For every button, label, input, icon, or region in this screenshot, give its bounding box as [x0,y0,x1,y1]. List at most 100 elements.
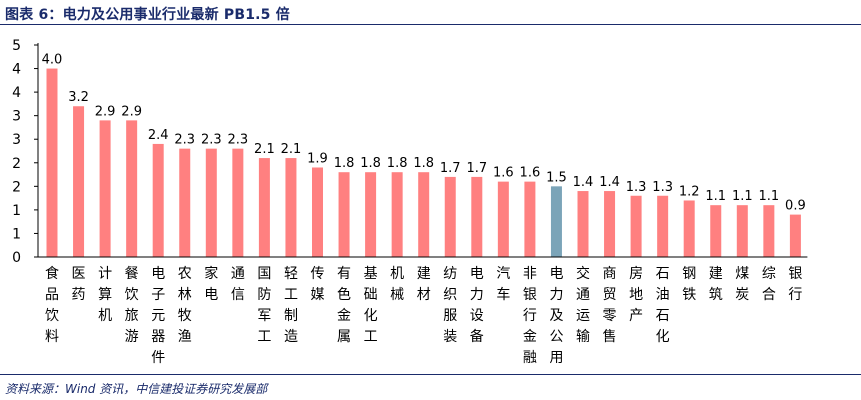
category-label-9: 轻工制造 [284,266,298,345]
data-label-27: 1.1 [759,189,780,204]
category-label-5: 农林牧渔 [178,266,192,345]
bar-5 [179,148,191,257]
bars [46,68,801,257]
data-label-16: 1.7 [466,161,487,176]
data-label-17: 1.6 [493,166,514,181]
y-tick-label: 2 [12,156,21,172]
data-label-4: 2.4 [148,128,169,143]
bar-26 [736,205,748,257]
data-label-11: 1.8 [334,156,355,171]
y-tick-label: 2 [12,179,21,195]
category-label-12: 基础化工 [364,265,378,345]
data-label-23: 1.3 [652,180,673,195]
x-axis: 食品饮料医药计算机餐饮旅游电子元器件农林牧渔家电通信国防军工轻工制造传媒有色金属… [38,256,808,366]
category-label-17: 汽车 [496,266,510,303]
bar-27 [763,205,775,257]
data-label-6: 2.3 [201,133,222,148]
data-label-24: 1.2 [679,184,700,199]
data-label-22: 1.3 [626,180,647,195]
data-label-15: 1.7 [440,161,461,176]
category-label-6: 家电 [204,265,218,303]
chart-title: 图表 6：电力及公用事业行业最新 PB1.5 倍 [5,7,290,23]
category-label-11: 有色金属 [337,266,351,345]
bar-4 [152,143,164,257]
bar-22 [630,195,642,257]
bar-1 [73,106,85,257]
category-label-14: 建材 [417,266,431,303]
bar-23 [657,195,669,257]
y-tick-label: 4 [12,62,21,78]
data-label-19: 1.5 [546,170,567,185]
bar-24 [683,200,695,257]
category-label-15: 纺织服装 [443,266,457,345]
bar-18 [524,181,536,257]
category-label-16: 电力设备 [470,266,484,345]
bar-16 [471,176,483,257]
category-label-2: 计算机 [98,266,112,324]
category-label-18: 非银行金融 [523,266,537,366]
data-label-9: 2.1 [281,142,302,157]
data-label-3: 2.9 [121,104,142,119]
footer-divider [0,374,861,375]
data-label-0: 4.0 [42,53,63,68]
category-label-23: 石油石化 [656,266,670,345]
data-label-21: 1.4 [599,175,620,190]
category-label-24: 钢铁 [682,266,696,303]
bar-21 [604,191,616,257]
data-label-14: 1.8 [413,156,434,171]
category-label-3: 餐饮旅游 [125,266,139,345]
bar-28 [789,214,801,257]
data-label-2: 2.9 [95,104,116,119]
category-label-19: 电力及公用 [549,266,563,366]
category-label-20: 交通运输 [576,265,590,345]
bar-20 [577,191,589,257]
data-label-18: 1.6 [520,166,541,181]
bar-12 [365,172,377,257]
bar-11 [338,172,350,257]
data-label-8: 2.1 [254,142,275,157]
y-tick-label: 3 [12,132,21,148]
category-label-26: 煤炭 [735,266,749,303]
data-label-25: 1.1 [705,189,726,204]
category-label-8: 国防军工 [257,266,271,345]
title-divider [0,24,861,25]
category-label-7: 通信 [231,266,245,303]
data-label-28: 0.9 [785,199,806,214]
bar-6 [205,148,217,257]
data-label-12: 1.8 [360,156,381,171]
bar-2 [99,120,111,257]
data-label-20: 1.4 [573,175,594,190]
category-label-25: 建筑 [709,266,723,303]
y-tick-label: 1 [12,203,21,219]
bar-15 [444,176,456,257]
bar-14 [418,172,430,257]
data-labels: 4.0 3.2 2.9 2.9 2.4 2.3 2.3 2.3 2.1 2.1 1.9 1.8 1.8 1… [42,53,806,214]
category-label-13: 机械 [390,266,404,303]
bar-0 [46,68,58,257]
category-label-1: 医药 [72,266,86,303]
category-label-22: 房地产 [629,266,643,324]
category-label-27: 综合 [762,266,776,303]
y-tick-label: 5 [12,38,21,54]
data-label-5: 2.3 [174,133,195,148]
bar-7 [232,148,244,257]
source-note: 资料来源：Wind 资讯，中信建投证券研究发展部 [5,382,268,396]
bar-chart: 0 1 1 2 2 3 3 4 4 5 4.0 3.2 2.9 2.9 2.4 2.3 2.3 2.3 2.1 2.… [12,38,808,366]
bar-17 [497,181,509,257]
y-axis: 0 1 1 2 2 3 3 4 4 5 [12,38,39,266]
data-label-26: 1.1 [732,189,753,204]
y-tick-label: 3 [12,109,21,125]
bar-25 [710,205,722,257]
data-label-7: 2.3 [228,133,249,148]
category-label-0: 食品饮料 [45,265,59,345]
bar-9 [285,158,297,257]
bar-19 [550,186,562,257]
y-tick-label: 1 [12,226,21,242]
category-label-10: 传媒 [311,266,325,303]
category-label-4: 电子元器件 [151,266,165,366]
bar-3 [126,120,138,257]
y-tick-label: 4 [12,85,21,101]
y-tick-label: 0 [12,250,21,266]
bar-8 [258,158,270,257]
category-label-21: 商贸零售 [603,266,617,345]
